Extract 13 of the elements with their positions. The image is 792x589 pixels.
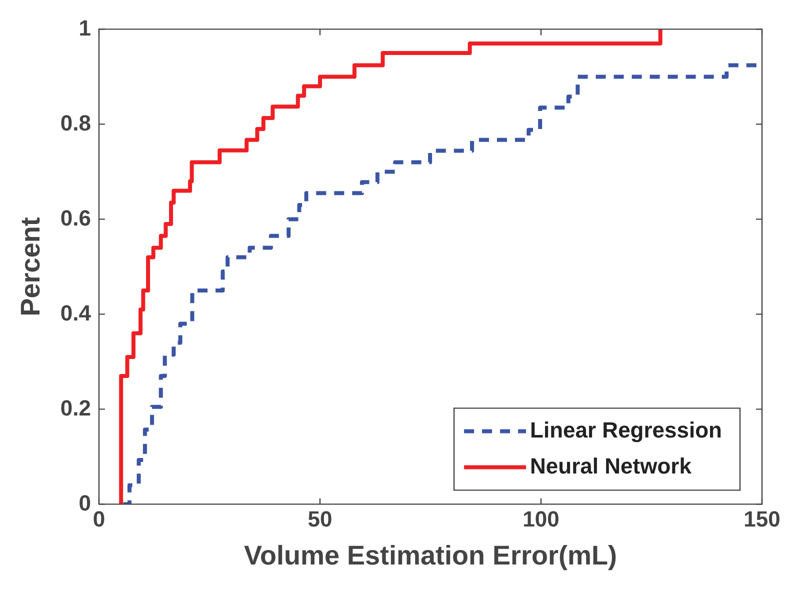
y-tick-label: 0.8 — [60, 110, 91, 136]
x-tick-label: 150 — [744, 506, 780, 532]
y-tick-label: 0.4 — [60, 300, 92, 326]
x-tick-label: 100 — [522, 506, 560, 532]
y-tick-label: 0 — [78, 490, 91, 516]
legend-label: Linear Regression — [530, 417, 722, 442]
y-axis-title: Percent — [16, 217, 46, 316]
x-axis-title: Volume Estimation Error(mL) — [244, 540, 618, 570]
y-tick-label: 1 — [78, 15, 91, 40]
y-tick-label: 0.2 — [60, 395, 91, 420]
legend-label: Neural Network — [530, 453, 692, 478]
x-tick-label: 50 — [308, 506, 332, 532]
y-tick-label: 0.6 — [60, 205, 91, 230]
